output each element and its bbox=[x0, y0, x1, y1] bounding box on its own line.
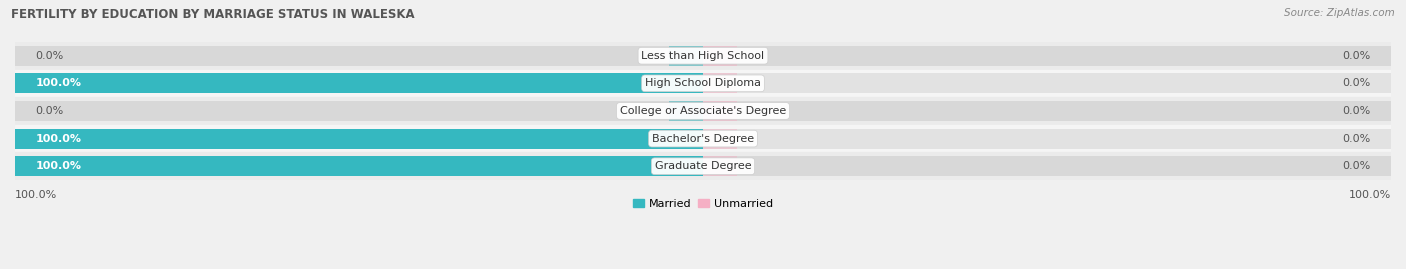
Text: Graduate Degree: Graduate Degree bbox=[655, 161, 751, 171]
Legend: Married, Unmarried: Married, Unmarried bbox=[628, 194, 778, 213]
Bar bbox=[15, 156, 703, 176]
Text: 100.0%: 100.0% bbox=[35, 161, 82, 171]
Text: 100.0%: 100.0% bbox=[35, 134, 82, 144]
Bar bbox=[15, 73, 703, 93]
Text: Source: ZipAtlas.com: Source: ZipAtlas.com bbox=[1284, 8, 1395, 18]
Text: College or Associate's Degree: College or Associate's Degree bbox=[620, 106, 786, 116]
Text: 0.0%: 0.0% bbox=[35, 51, 63, 61]
Bar bbox=[15, 156, 1391, 176]
Text: 0.0%: 0.0% bbox=[1343, 78, 1371, 88]
Bar bbox=[15, 129, 1391, 148]
Text: 0.0%: 0.0% bbox=[1343, 51, 1371, 61]
Text: FERTILITY BY EDUCATION BY MARRIAGE STATUS IN WALESKA: FERTILITY BY EDUCATION BY MARRIAGE STATU… bbox=[11, 8, 415, 21]
Bar bbox=[15, 69, 1391, 97]
Bar bbox=[15, 153, 1391, 180]
Text: 0.0%: 0.0% bbox=[1343, 106, 1371, 116]
Text: 0.0%: 0.0% bbox=[35, 106, 63, 116]
Text: 100.0%: 100.0% bbox=[35, 78, 82, 88]
Bar bbox=[703, 46, 737, 66]
Text: 100.0%: 100.0% bbox=[15, 190, 58, 200]
Bar bbox=[15, 101, 1391, 121]
Bar bbox=[703, 101, 737, 121]
Bar bbox=[703, 73, 737, 93]
Bar bbox=[669, 101, 703, 121]
Bar bbox=[15, 46, 1391, 66]
Bar bbox=[703, 129, 737, 148]
Text: 0.0%: 0.0% bbox=[1343, 161, 1371, 171]
Text: Bachelor's Degree: Bachelor's Degree bbox=[652, 134, 754, 144]
Text: High School Diploma: High School Diploma bbox=[645, 78, 761, 88]
Bar bbox=[703, 156, 737, 176]
Text: 100.0%: 100.0% bbox=[1348, 190, 1391, 200]
Bar bbox=[669, 46, 703, 66]
Text: 0.0%: 0.0% bbox=[1343, 134, 1371, 144]
Text: Less than High School: Less than High School bbox=[641, 51, 765, 61]
Bar bbox=[15, 125, 1391, 153]
Bar bbox=[15, 42, 1391, 69]
Bar bbox=[15, 73, 1391, 93]
Bar bbox=[15, 129, 703, 148]
Bar bbox=[15, 97, 1391, 125]
